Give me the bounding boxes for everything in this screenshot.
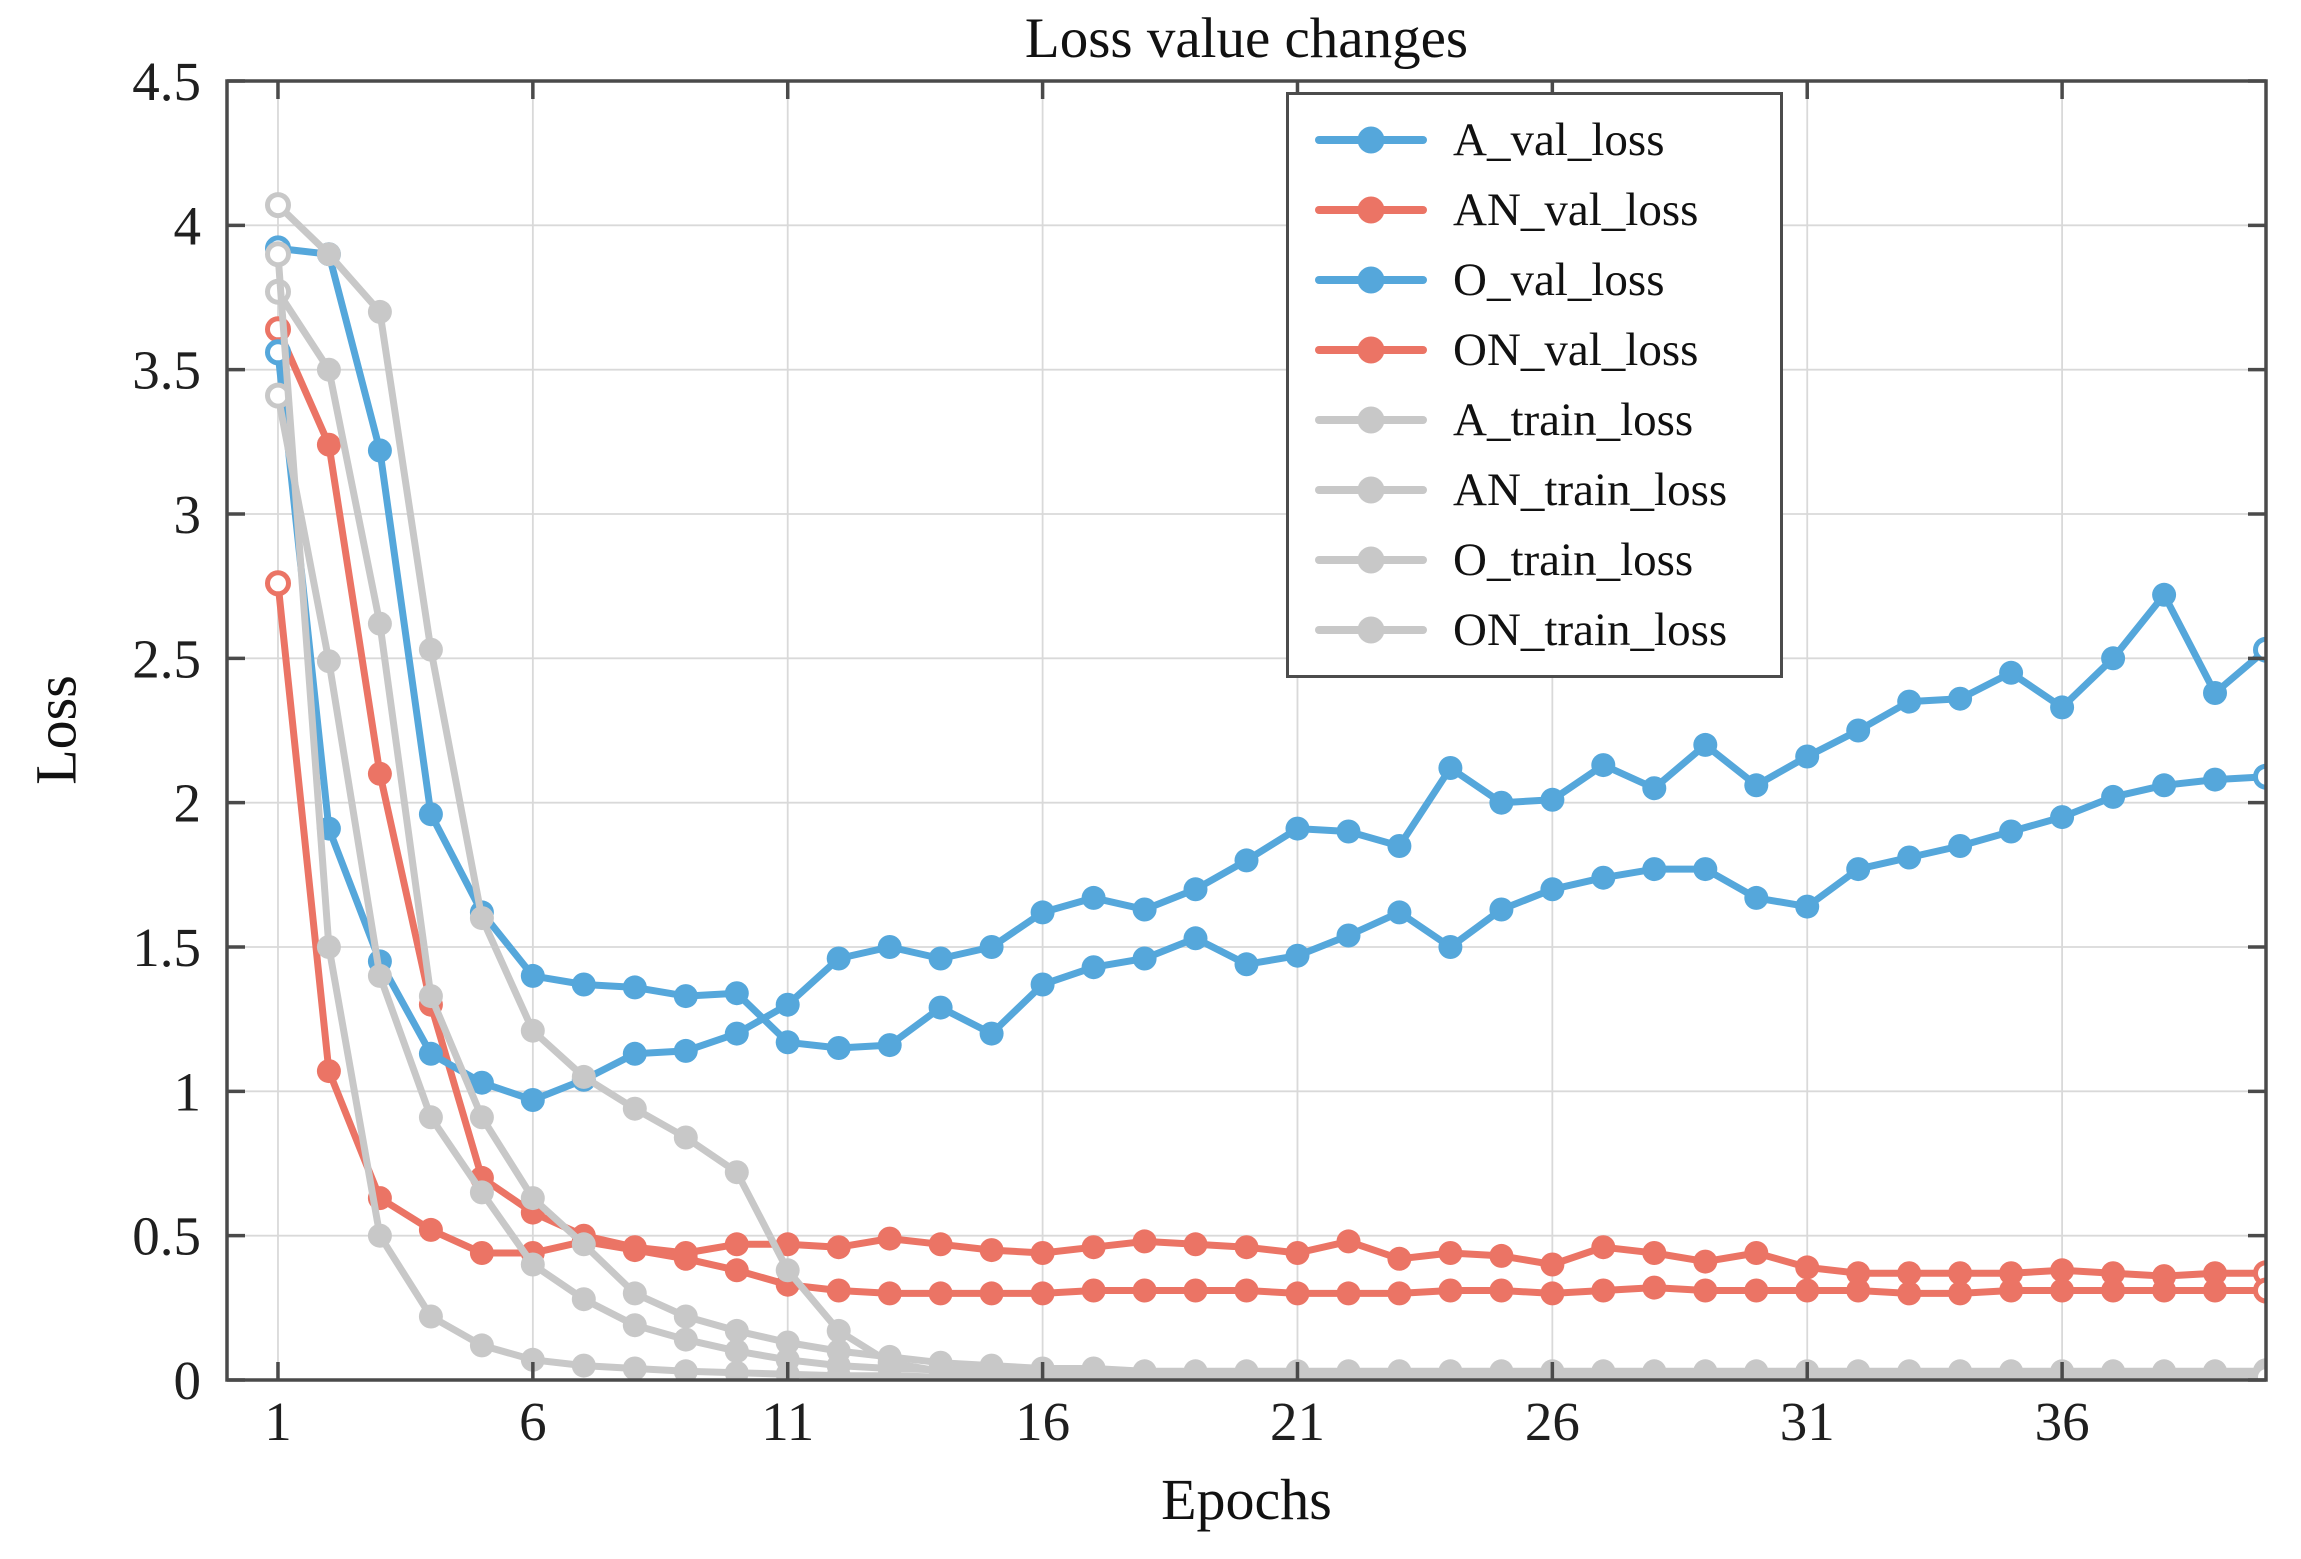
legend-item: AN_train_loss (1289, 458, 1780, 522)
svg-text:31: 31 (1780, 1391, 1835, 1452)
legend-item: AN_val_loss (1289, 178, 1780, 242)
legend-item: O_val_loss (1289, 248, 1780, 312)
legend-label: A_val_loss (1453, 113, 1665, 166)
legend-line-marker-icon (1315, 196, 1427, 224)
legend-item: O_train_loss (1289, 528, 1780, 592)
svg-text:1: 1 (174, 1061, 202, 1122)
svg-text:0.5: 0.5 (132, 1206, 201, 1267)
svg-text:16: 16 (1015, 1391, 1070, 1452)
legend: A_val_loss AN_val_loss O_val_loss ON_val… (1286, 92, 1783, 678)
legend-line-marker-icon (1315, 476, 1427, 504)
svg-text:2: 2 (174, 773, 202, 834)
svg-text:1: 1 (264, 1391, 292, 1452)
legend-label: ON_val_loss (1453, 323, 1699, 376)
svg-text:2.5: 2.5 (132, 628, 201, 689)
legend-line-marker-icon (1315, 336, 1427, 364)
svg-text:4: 4 (174, 195, 202, 256)
legend-item: A_train_loss (1289, 388, 1780, 452)
svg-text:4.5: 4.5 (132, 51, 201, 112)
legend-item: ON_train_loss (1289, 598, 1780, 662)
legend-label: AN_val_loss (1453, 183, 1699, 236)
svg-text:3.5: 3.5 (132, 340, 201, 401)
svg-text:11: 11 (761, 1391, 814, 1452)
legend-line-marker-icon (1315, 266, 1427, 294)
svg-text:1.5: 1.5 (132, 917, 201, 978)
legend-label: A_train_loss (1453, 393, 1694, 446)
y-axis-label: Loss (23, 675, 89, 785)
legend-label: AN_train_loss (1453, 463, 1728, 516)
x-axis-label: Epochs (1161, 1467, 1332, 1532)
legend-line-marker-icon (1315, 406, 1427, 434)
legend-label: O_train_loss (1453, 533, 1694, 586)
chart-title: Loss value changes (1024, 7, 1469, 70)
legend-line-marker-icon (1315, 126, 1427, 154)
legend-label: ON_train_loss (1453, 603, 1728, 656)
legend-label: O_val_loss (1453, 253, 1665, 306)
svg-text:26: 26 (1525, 1391, 1580, 1452)
svg-text:0: 0 (174, 1350, 202, 1411)
legend-item: ON_val_loss (1289, 318, 1780, 382)
legend-item: A_val_loss (1289, 108, 1780, 172)
svg-text:21: 21 (1270, 1391, 1325, 1452)
legend-line-marker-icon (1315, 546, 1427, 574)
legend-line-marker-icon (1315, 616, 1427, 644)
svg-text:3: 3 (174, 484, 202, 545)
svg-text:6: 6 (519, 1391, 547, 1452)
svg-text:36: 36 (2035, 1391, 2090, 1452)
